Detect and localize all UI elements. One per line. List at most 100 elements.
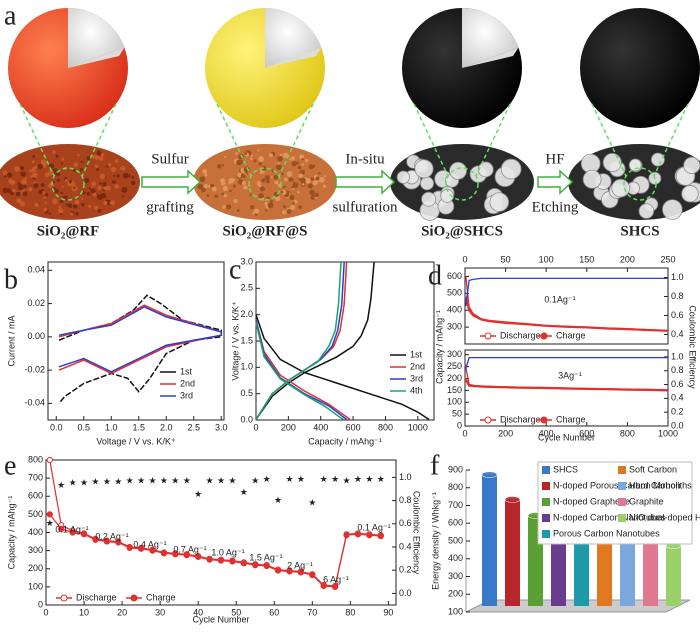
tick-label: -0.02 <box>24 364 45 374</box>
grain <box>97 185 102 190</box>
tick-label: 2.0 <box>160 422 173 432</box>
gcd-curve <box>255 261 430 421</box>
grain <box>7 189 12 194</box>
grain <box>206 194 210 197</box>
tick-label: 800 <box>620 428 635 438</box>
legend-label: Charge <box>556 330 586 340</box>
grain <box>32 154 36 158</box>
grain <box>214 194 219 198</box>
ce-point: ★ <box>343 475 351 485</box>
tick-label: 1.5 <box>132 422 145 432</box>
grain <box>267 202 274 209</box>
particle <box>650 152 665 167</box>
grain <box>274 180 279 185</box>
cv-curve <box>58 294 223 404</box>
legend-swatch <box>542 482 550 490</box>
legend-label: Charge <box>146 592 176 602</box>
rate-point <box>172 551 179 558</box>
ce-point: ★ <box>297 474 305 484</box>
grain <box>96 150 102 156</box>
cv-curve <box>58 306 223 373</box>
grain <box>60 191 64 195</box>
particle <box>638 203 655 219</box>
grain <box>235 152 239 155</box>
axis-title: Current / mA <box>6 315 16 366</box>
grain <box>40 183 45 187</box>
grain <box>38 190 43 195</box>
grain <box>300 177 306 184</box>
grain <box>55 172 60 177</box>
rate-point <box>149 547 156 554</box>
legend-label: N-doped Graphene <box>553 496 630 506</box>
grain <box>20 166 25 171</box>
rate-label: 0.7 Ag⁻¹ <box>173 544 206 554</box>
grain <box>97 208 102 213</box>
grain <box>15 191 21 197</box>
grain <box>110 166 117 173</box>
rate-point <box>58 525 65 532</box>
grain <box>84 177 90 184</box>
ce-point: ★ <box>274 495 282 505</box>
grain <box>286 171 293 177</box>
tick-label: 30 <box>155 607 165 617</box>
grain <box>270 176 273 179</box>
tick-label: 200 <box>281 422 296 432</box>
grain <box>259 186 265 192</box>
ce-point: ★ <box>183 475 191 485</box>
tick-label: 0 <box>462 428 467 438</box>
grain <box>242 174 246 178</box>
grain <box>99 182 102 185</box>
ce-point: ★ <box>137 475 145 485</box>
tick-label: 400 <box>448 553 463 563</box>
tick-label: 0.5 <box>240 388 253 398</box>
grain <box>37 163 43 170</box>
grain <box>58 205 61 209</box>
tick-label: 3.0 <box>240 256 253 266</box>
grain <box>18 183 23 189</box>
grain <box>288 177 293 182</box>
ce-point: ★ <box>331 474 339 484</box>
grain <box>103 200 108 206</box>
tick-label: 90 <box>383 607 393 617</box>
grain <box>12 188 16 193</box>
grain <box>245 172 248 175</box>
zoom-line <box>413 103 449 177</box>
tick-label: 3.0 <box>215 422 228 432</box>
grain <box>241 181 246 185</box>
rate-point <box>343 532 350 539</box>
bar <box>505 499 520 606</box>
grain <box>33 165 38 170</box>
legend-label: Discharge <box>500 414 541 424</box>
step-label: sulfuration <box>333 199 398 215</box>
tick-label: 1.0 <box>240 362 253 372</box>
step-label: grafting <box>146 199 194 215</box>
tick-label: 200 <box>620 254 635 264</box>
legend-marker <box>130 594 138 602</box>
grain <box>216 164 222 169</box>
grain <box>288 158 291 161</box>
tick-label: 250 <box>447 361 462 371</box>
tick-label: 300 <box>447 349 462 359</box>
grain <box>224 155 227 159</box>
grain <box>112 180 116 184</box>
tick-label: 0.4 <box>671 393 684 403</box>
grain <box>253 159 257 163</box>
sphere <box>580 8 700 128</box>
grain <box>22 189 26 192</box>
legend-swatch <box>618 498 626 506</box>
ce-point: ★ <box>240 487 248 497</box>
grain <box>250 205 255 210</box>
zoom-circle <box>248 167 282 201</box>
grain <box>211 186 217 192</box>
panel-label: d <box>428 260 442 291</box>
grain <box>43 207 48 212</box>
tick-label: 0 <box>253 422 258 432</box>
grain <box>277 161 280 165</box>
grain <box>233 198 238 203</box>
tick-label: 50 <box>501 254 511 264</box>
particle <box>421 191 437 207</box>
grain <box>105 165 109 168</box>
plot-frame <box>464 267 669 345</box>
tick-label: 600 <box>28 491 43 501</box>
legend-label: Hard Carbon <box>629 480 681 490</box>
